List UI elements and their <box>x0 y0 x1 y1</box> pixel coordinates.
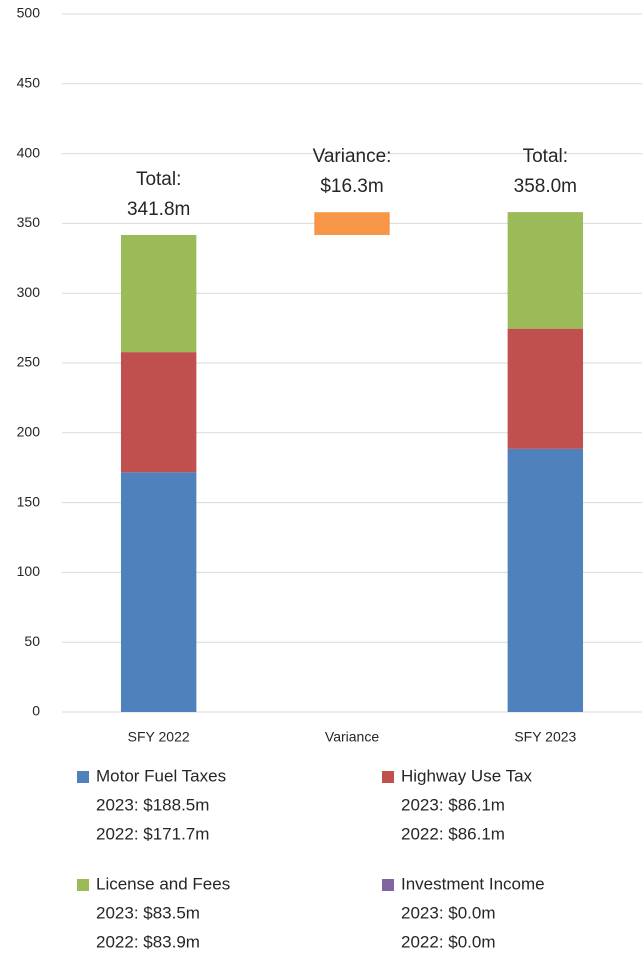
legend-label: Highway Use Tax <box>401 766 533 785</box>
legend-detail: 2023: $83.5m <box>96 903 200 922</box>
y-tick-label: 50 <box>24 633 40 649</box>
bar-segment <box>507 212 584 329</box>
y-tick-label: 200 <box>17 424 41 440</box>
legend-detail: 2023: $0.0m <box>401 903 496 922</box>
y-tick-label: 100 <box>17 563 41 579</box>
legend-detail: 2022: $86.1m <box>401 824 505 843</box>
bar-segment <box>120 352 197 473</box>
y-tick-label: 450 <box>17 75 41 91</box>
annotation: Variance: <box>313 146 392 167</box>
legend-detail: 2023: $188.5m <box>96 795 209 814</box>
annotation: $16.3m <box>320 176 383 197</box>
legend-swatch <box>77 879 89 891</box>
y-tick-label: 400 <box>17 144 41 160</box>
bar-segment <box>120 472 197 712</box>
legend-detail: 2022: $171.7m <box>96 824 209 843</box>
legend-detail: 2023: $86.1m <box>401 795 505 814</box>
annotation: 341.8m <box>127 199 190 220</box>
variance-bar <box>314 212 390 235</box>
legend-swatch <box>382 879 394 891</box>
x-tick-label: Variance <box>325 729 379 745</box>
y-tick-label: 0 <box>32 703 40 719</box>
bar-segment <box>120 234 197 353</box>
x-tick-label: SFY 2022 <box>128 729 190 745</box>
y-tick-label: 300 <box>17 284 41 300</box>
legend-detail: 2022: $0.0m <box>401 932 496 951</box>
bar-segment <box>507 328 584 449</box>
bar-segment <box>507 448 584 712</box>
annotation: Total: <box>523 146 568 167</box>
y-tick-label: 150 <box>17 493 41 509</box>
legend-swatch <box>382 771 394 783</box>
annotation: 358.0m <box>514 176 577 197</box>
y-tick-label: 250 <box>17 354 41 370</box>
legend-label: Investment Income <box>401 874 545 893</box>
annotation: Total: <box>136 169 181 190</box>
y-tick-label: 350 <box>17 214 41 230</box>
x-tick-label: SFY 2023 <box>514 729 576 745</box>
legend-label: Motor Fuel Taxes <box>96 766 226 785</box>
legend-detail: 2022: $83.9m <box>96 932 200 951</box>
legend-swatch <box>77 771 89 783</box>
y-tick-label: 500 <box>17 5 41 21</box>
legend-label: License and Fees <box>96 874 230 893</box>
